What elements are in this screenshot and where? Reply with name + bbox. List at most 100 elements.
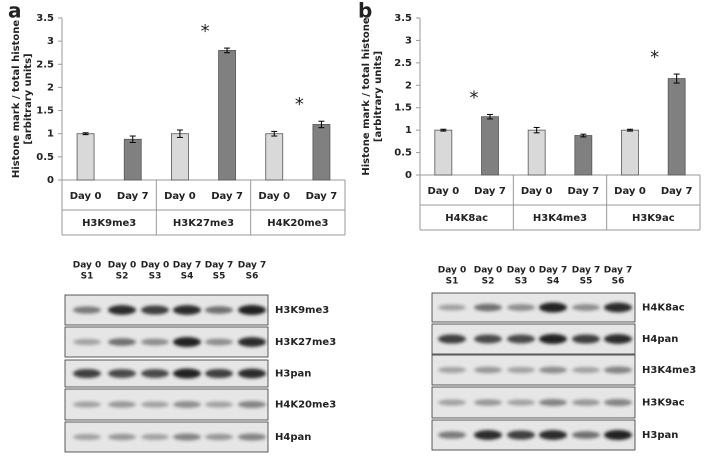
lane-sample: S4 (547, 277, 560, 287)
blot-band (238, 368, 266, 379)
y-axis-label: Histone mark / total histone (11, 20, 22, 179)
bar (481, 116, 499, 176)
blot-band (507, 304, 535, 311)
blot-band (507, 430, 535, 440)
lane-sample: S2 (116, 272, 129, 282)
blot-band (438, 366, 466, 374)
y-tick-label: 3.5 (36, 13, 54, 24)
lane-day: Day 0 (141, 261, 170, 271)
blot-band (507, 334, 535, 344)
blot-band (141, 369, 169, 378)
lane-sample: S5 (213, 272, 226, 282)
lane-sample: S6 (246, 272, 259, 282)
blot-band (539, 430, 567, 440)
y-tick-label: 0 (405, 170, 412, 181)
y-tick-label: 1 (405, 125, 412, 136)
lane-day: Day 7 (572, 266, 601, 276)
blot-label: H3pan (275, 369, 311, 380)
blot-band (108, 401, 136, 408)
blot-band (474, 399, 502, 406)
group-label: H4K20me3 (267, 218, 328, 229)
y-tick-label: 0.5 (394, 148, 412, 159)
blot-band (438, 431, 466, 439)
error-bar (271, 130, 278, 137)
group-label: H3K4me3 (533, 213, 587, 224)
blot-band (438, 399, 466, 406)
blot-band (604, 366, 632, 374)
bar (434, 129, 453, 176)
blot-label: H3pan (642, 430, 678, 441)
blot-band (205, 368, 233, 379)
group-label: H4K8ac (445, 213, 488, 224)
blot-label: H3K4me3 (642, 365, 696, 376)
panel-label: b (358, 0, 372, 23)
lane-day: Day 0 (438, 266, 467, 276)
bar (667, 78, 686, 176)
blot-band (73, 401, 101, 408)
lane-day: Day 7 (173, 261, 202, 271)
blot-band (108, 369, 136, 378)
error-bar (176, 129, 183, 138)
x-tick-label: Day 0 (614, 186, 646, 197)
blot-band (539, 399, 567, 406)
blot-band (238, 433, 266, 441)
lane-day: Day 7 (539, 266, 568, 276)
blot-band (173, 305, 201, 315)
blot-band (572, 304, 600, 311)
x-tick-label: Day 0 (164, 191, 196, 202)
blot-band (173, 337, 201, 347)
blot-band (73, 338, 101, 346)
blot-band (474, 334, 502, 344)
error-bar (129, 135, 136, 144)
x-tick-label: Day 7 (117, 191, 149, 202)
lane-sample: S3 (149, 272, 162, 282)
significance-mark: * (470, 87, 479, 108)
blot-label: H4pan (275, 432, 311, 443)
blot-label: H4pan (642, 334, 678, 345)
bar (621, 129, 639, 176)
lane-day: Day 0 (108, 261, 137, 271)
blot-label: H3K9ac (642, 398, 685, 409)
lane-sample: S3 (515, 277, 528, 287)
blot-band (238, 337, 266, 347)
y-tick-label: 2.5 (36, 59, 54, 70)
x-tick-label: Day 0 (521, 186, 553, 197)
blot-label: H4K8ac (642, 303, 685, 314)
lane-sample: S1 (81, 272, 94, 282)
lane-day: Day 7 (205, 261, 234, 271)
y-tick-label: 3 (47, 36, 54, 47)
blot-band (572, 334, 600, 344)
y-tick-label: 2 (405, 80, 412, 91)
x-tick-label: Day 7 (211, 191, 243, 202)
blot-band (205, 433, 233, 441)
lane-day: Day 7 (604, 266, 633, 276)
y-tick-label: 0 (47, 175, 54, 186)
blot-band (604, 399, 632, 406)
lane-sample: S1 (446, 277, 459, 287)
y-tick-label: 2 (47, 82, 54, 93)
blot-band (539, 302, 567, 313)
blot-band (73, 433, 101, 441)
panel-label: a (8, 0, 22, 23)
blot-band (205, 401, 233, 408)
lane-day: Day 0 (507, 266, 536, 276)
y-tick-label: 1.5 (394, 103, 412, 114)
blot-band (141, 433, 169, 441)
error-bar (224, 47, 231, 54)
lane-sample: S2 (482, 277, 495, 287)
lane-day: Day 7 (238, 261, 267, 271)
blot-band (604, 430, 632, 440)
blot-label: H4K20me3 (275, 400, 336, 411)
error-bar (487, 113, 493, 120)
blot-band (474, 430, 502, 440)
y-tick-label: 2.5 (394, 58, 412, 69)
error-bar (82, 132, 89, 136)
lane-sample: S5 (580, 277, 593, 287)
blot-band (173, 433, 201, 441)
blot-band (173, 401, 201, 408)
x-tick-label: Day 0 (70, 191, 102, 202)
blot-band (73, 306, 101, 314)
lane-sample: S4 (181, 272, 194, 282)
bar (123, 138, 142, 181)
